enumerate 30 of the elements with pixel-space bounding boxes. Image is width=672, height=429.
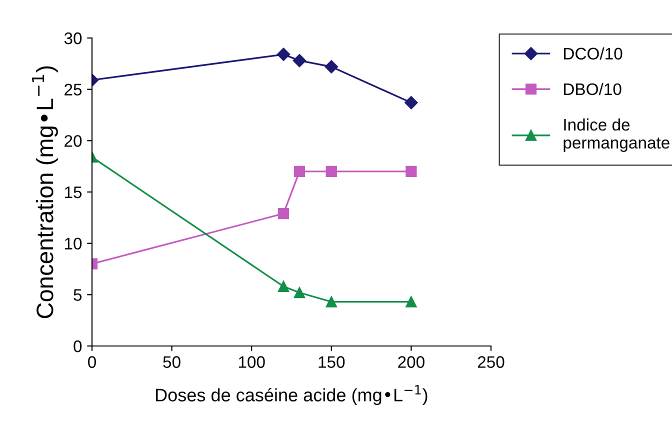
y-axis-title: Concentration (mg•L$^{−1}$) bbox=[32, 66, 58, 318]
legend-label: DCO/10 bbox=[564, 47, 622, 60]
x-tick-label: 200 bbox=[398, 356, 424, 368]
point bbox=[294, 166, 306, 178]
point bbox=[324, 60, 338, 74]
x-axis-title: Doses de caséine acide (mg•L$^{−1}$) bbox=[156, 385, 428, 406]
point bbox=[278, 208, 290, 220]
x-tick-label: 100 bbox=[238, 356, 265, 368]
point bbox=[406, 166, 417, 178]
point bbox=[278, 280, 290, 292]
x-tick-label: 50 bbox=[163, 356, 180, 368]
y-tick-label: 30 bbox=[64, 32, 82, 44]
point bbox=[292, 54, 306, 68]
y-tick-label: 0 bbox=[74, 340, 82, 352]
legend-label: DBO/10 bbox=[564, 82, 622, 96]
y-tick-label: 25 bbox=[64, 84, 82, 96]
point bbox=[406, 296, 417, 308]
point bbox=[326, 296, 337, 308]
y-tick-label: 5 bbox=[74, 289, 82, 301]
point bbox=[326, 166, 337, 178]
point bbox=[404, 96, 418, 110]
x-tick-label: 0 bbox=[88, 356, 96, 368]
y-tick-label: 15 bbox=[65, 186, 82, 198]
x-tick-label: 150 bbox=[318, 356, 345, 368]
point bbox=[294, 287, 306, 298]
legend-label: Indice de permanganate bbox=[564, 118, 670, 152]
point bbox=[276, 48, 290, 62]
y-tick-label: 20 bbox=[64, 135, 82, 147]
x-tick-label: 250 bbox=[478, 356, 504, 368]
y-tick-label: 10 bbox=[65, 238, 82, 250]
